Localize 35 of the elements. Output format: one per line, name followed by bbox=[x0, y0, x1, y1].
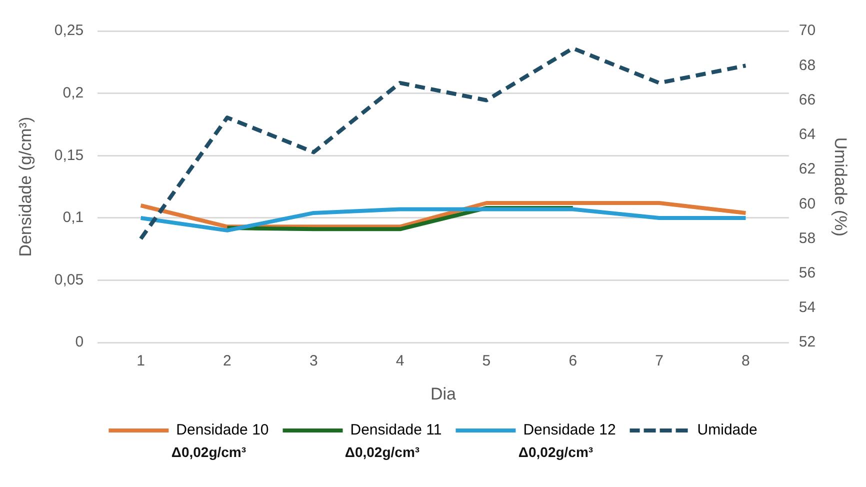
x-tick-label: 2 bbox=[223, 352, 232, 370]
legend-label: Densidade 12 bbox=[523, 422, 616, 439]
y2-tick-label: 64 bbox=[798, 126, 816, 144]
legend-label: Densidade 10 bbox=[176, 422, 269, 439]
x-tick-label: 7 bbox=[655, 352, 664, 370]
legend-label: Densidade 11 bbox=[350, 422, 442, 439]
x-tick-label: 5 bbox=[482, 352, 491, 370]
x-tick-label: 1 bbox=[136, 352, 145, 370]
text: Δ0,02g/cm³ bbox=[518, 444, 594, 460]
x-tick-label: 6 bbox=[568, 352, 578, 370]
y2-tick-label: 54 bbox=[798, 299, 816, 316]
y-tick-label: 0,2 bbox=[62, 84, 84, 102]
y2-tick-label: 56 bbox=[798, 264, 816, 282]
y-tick-label: 0,25 bbox=[54, 22, 84, 40]
x-tick-label: 8 bbox=[742, 352, 750, 370]
x-axis-title: Dia bbox=[430, 384, 457, 404]
y-tick-label: 0,1 bbox=[62, 209, 84, 226]
y-axis-title: Densidade (g/cm³) bbox=[16, 116, 35, 257]
x-tick-label: 3 bbox=[309, 352, 318, 370]
y-tick-label: 0,15 bbox=[54, 146, 84, 164]
y2-tick-label: 66 bbox=[798, 91, 816, 108]
y2-tick-label: 58 bbox=[798, 230, 816, 247]
y2-tick-label: 68 bbox=[798, 56, 816, 74]
y-tick-label: 0,05 bbox=[54, 271, 84, 288]
y2-tick-label: 62 bbox=[798, 160, 816, 178]
y2-tick-label: 70 bbox=[798, 22, 816, 40]
line-series bbox=[138, 46, 748, 241]
y2-tick-label: 60 bbox=[798, 195, 816, 212]
x-tick-label: 4 bbox=[396, 352, 404, 370]
text: Δ0,02g/cm³ bbox=[171, 444, 246, 460]
y2-axis-title: Umidade (%) bbox=[831, 137, 850, 236]
legend-label: Umidade bbox=[697, 422, 758, 439]
y2-tick-label: 52 bbox=[798, 334, 816, 351]
y-tick-label: 0 bbox=[75, 334, 84, 351]
text: Δ0,02g/cm³ bbox=[344, 444, 420, 460]
